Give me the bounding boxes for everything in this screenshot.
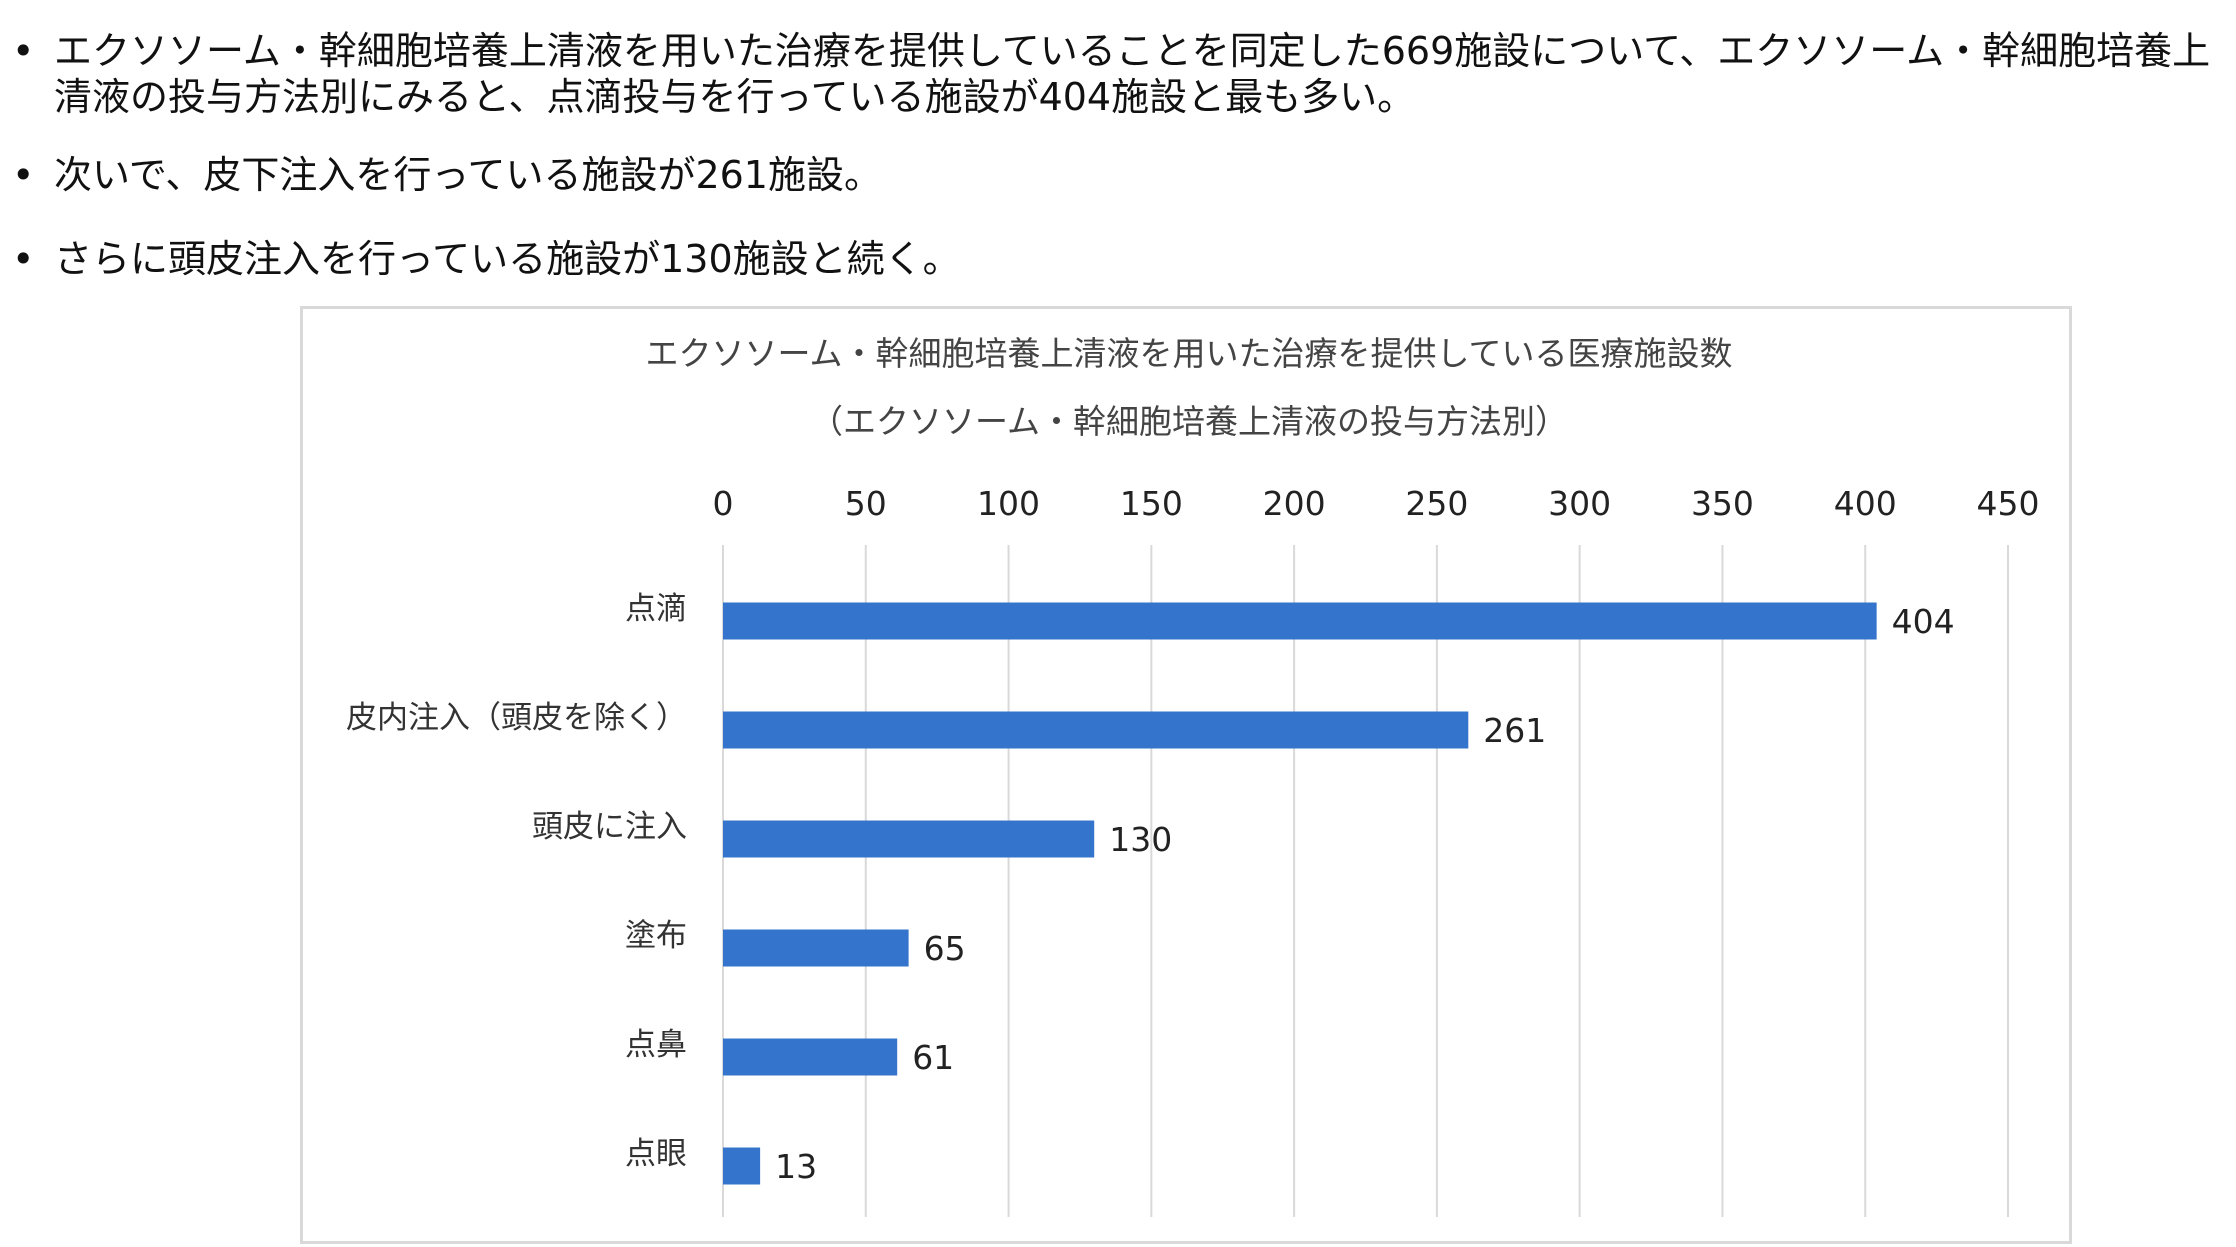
data-label: 65 [924, 929, 966, 968]
bullet-text: 次いで、皮下注入を行っている施設が261施設。 [54, 153, 882, 197]
bars [723, 602, 1877, 1185]
category-label: 皮内注入（頭皮を除く） [346, 700, 687, 736]
bullet-marker: • [12, 29, 35, 73]
x-axis-ticks: 0 50 100 150 200 250 300 350 400 450 [713, 484, 2040, 523]
category-label: 点滴 [625, 591, 687, 627]
data-labels: 404 261 130 65 61 13 [775, 602, 1955, 1186]
bar [723, 1147, 761, 1185]
x-tick-label: 300 [1548, 484, 1611, 523]
data-label: 13 [775, 1147, 817, 1186]
data-label: 404 [1892, 602, 1955, 641]
x-tick-label: 350 [1691, 484, 1754, 523]
bullet-marker: • [12, 237, 35, 281]
chart-frame: エクソソーム・幹細胞培養上清液を用いた治療を提供している医療施設数 （エクソソー… [300, 306, 2072, 1244]
x-tick-label: 100 [977, 484, 1040, 523]
gridlines [722, 545, 2009, 1217]
data-label: 61 [912, 1038, 954, 1077]
x-tick-label: 150 [1120, 484, 1183, 523]
bar [723, 820, 1095, 858]
data-label: 261 [1483, 711, 1546, 750]
x-tick-label: 0 [713, 484, 734, 523]
category-label: 頭皮に注入 [532, 809, 687, 845]
bar [723, 711, 1469, 749]
data-label: 130 [1109, 820, 1172, 859]
x-tick-label: 250 [1405, 484, 1468, 523]
x-tick-label: 450 [1977, 484, 2040, 523]
category-label: 塗布 [625, 918, 687, 954]
x-tick-label: 400 [1834, 484, 1897, 523]
chart-subtitle: （エクソソーム・幹細胞培養上清液の投与方法別） [810, 402, 1568, 441]
bullet-marker: • [12, 153, 35, 197]
category-label: 点鼻 [625, 1027, 687, 1063]
category-label: 点眼 [625, 1136, 687, 1172]
bar [723, 602, 1877, 640]
bar [723, 1038, 898, 1076]
chart-title: エクソソーム・幹細胞培養上清液を用いた治療を提供している医療施設数 [645, 334, 1732, 373]
bar-chart: エクソソーム・幹細胞培養上清液を用いた治療を提供している医療施設数 （エクソソー… [346, 334, 2040, 1217]
x-tick-label: 200 [1263, 484, 1326, 523]
bullet-text: さらに頭皮注入を行っている施設が130施設と続く。 [54, 237, 961, 281]
bar [723, 929, 909, 967]
bullet-text: エクソソーム・幹細胞培養上清液を用いた治療を提供していることを同定した669施設… [54, 29, 2211, 119]
x-tick-label: 50 [845, 484, 887, 523]
